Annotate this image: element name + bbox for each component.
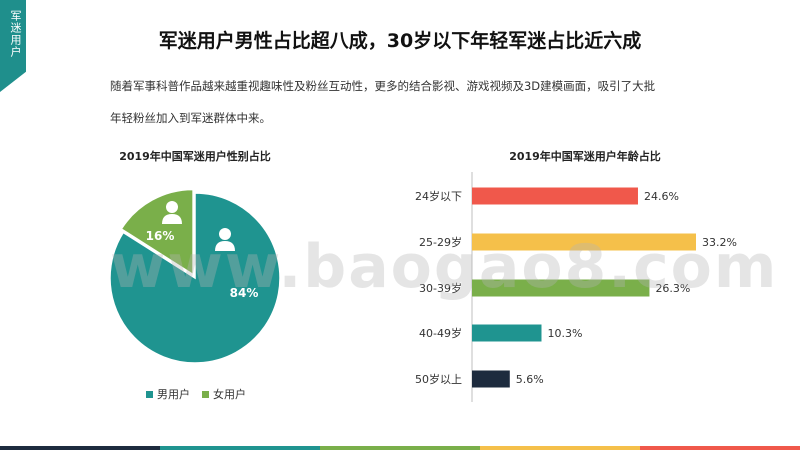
bar-category-label-0: 24岁以下 [415, 189, 462, 203]
watermark-text: www.baogao8.com [110, 232, 779, 302]
pie-chart-title: 2019年中国军迷用户性别占比 [119, 150, 271, 163]
bar-value-label-0: 24.6% [644, 190, 679, 203]
bar-value-label-2: 26.3% [655, 282, 690, 295]
pie-label-male: 84% [230, 286, 259, 300]
legend-label-female: 女用户 [213, 388, 246, 401]
pie-label-female: 16% [146, 229, 175, 243]
footer-color-bar [0, 446, 800, 450]
pie-legend: 男用户 女用户 [146, 386, 246, 402]
female-user-icon-head [166, 201, 178, 213]
male-user-icon-head [219, 228, 231, 240]
female-user-icon-body [162, 214, 182, 224]
bar-1 [472, 233, 696, 251]
bar-value-label-3: 10.3% [547, 327, 582, 340]
legend-swatch-female [202, 390, 209, 398]
bar-2 [472, 279, 650, 297]
footer-stripe-4 [640, 446, 800, 450]
footer-stripe-3 [480, 446, 640, 450]
bar-category-label-1: 25-29岁 [419, 235, 462, 249]
footer-stripe-1 [160, 446, 320, 450]
page-title: 军迷用户男性占比超八成，30岁以下年轻军迷占比近六成 [158, 30, 642, 52]
intro-text: 随着军事科普作品越来越重视趣味性及粉丝互动性，更多的结合影视、游戏视频及3D建模… [110, 70, 690, 134]
legend-swatch-male [146, 390, 153, 398]
pie-slice-male [109, 192, 281, 364]
male-user-icon-body [215, 241, 235, 251]
footer-stripe-2 [320, 446, 480, 450]
bar-0 [472, 187, 638, 205]
bar-3 [472, 324, 542, 342]
intro-line-2: 年轻粉丝加入到军迷群体中来。 [110, 111, 271, 125]
section-tag-label: 军迷用户 [9, 10, 22, 58]
intro-line-1: 随着军事科普作品越来越重视趣味性及粉丝互动性，更多的结合影视、游戏视频及3D建模… [110, 79, 656, 93]
bar-value-label-4: 5.6% [516, 373, 544, 386]
bar-category-label-2: 30-39岁 [419, 281, 462, 295]
bar-chart-title: 2019年中国军迷用户年龄占比 [509, 150, 661, 163]
legend-item-male: 男用户 [146, 386, 190, 402]
bar-category-label-3: 40-49岁 [419, 326, 462, 340]
legend-item-female: 女用户 [202, 386, 246, 402]
bar-value-label-1: 33.2% [702, 236, 737, 249]
footer-stripe-0 [0, 446, 160, 450]
bar-category-label-4: 50岁以上 [415, 372, 462, 386]
legend-label-male: 男用户 [157, 388, 190, 401]
bar-4 [472, 370, 510, 388]
